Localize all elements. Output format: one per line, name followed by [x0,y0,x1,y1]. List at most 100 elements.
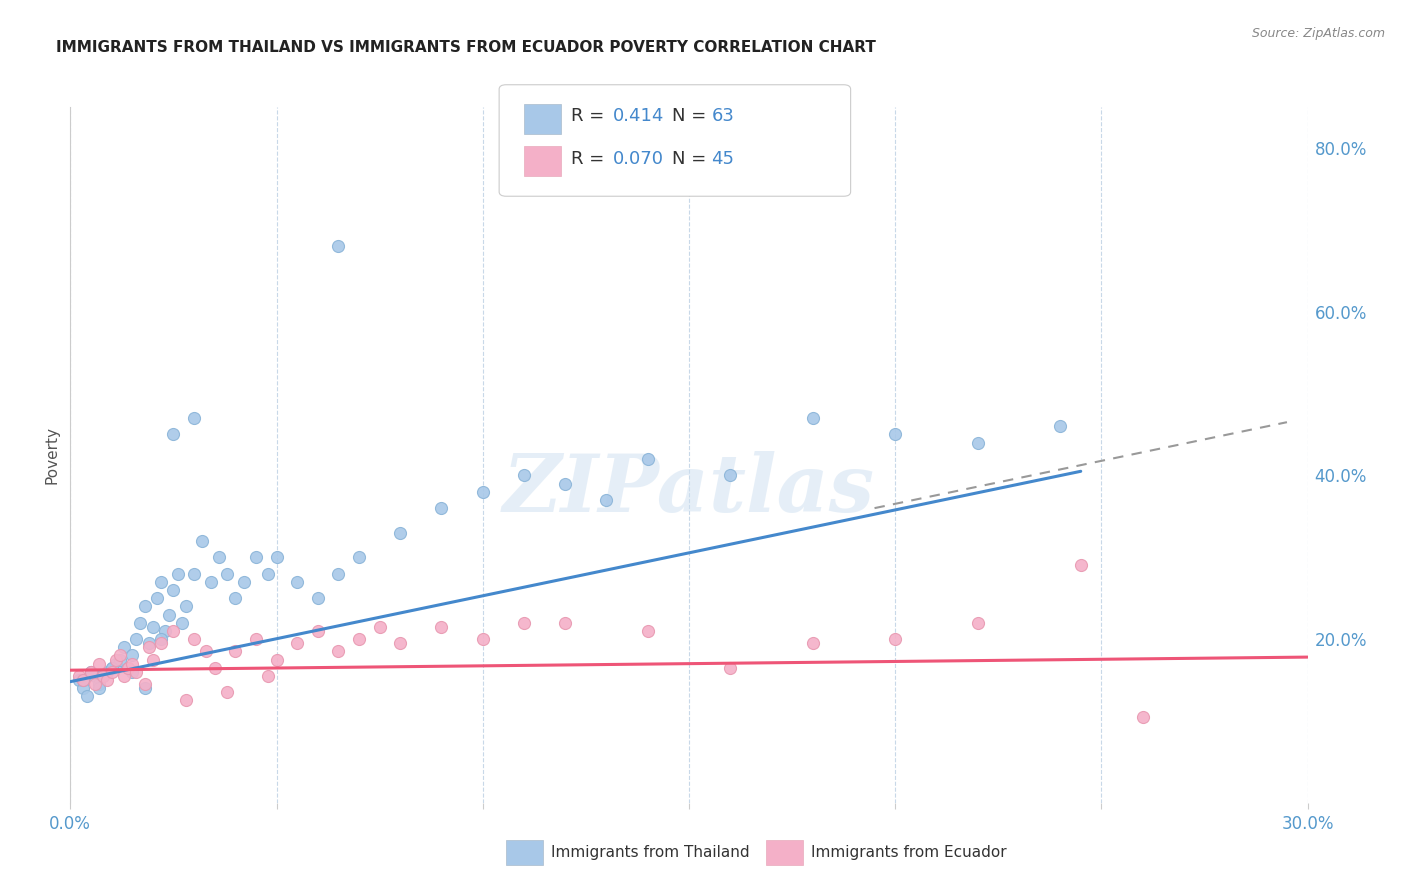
Point [100,661,122,675]
Point [108,652,131,666]
Point [328,239,350,253]
Point [100,661,122,675]
Point [72,673,94,687]
Point [328,644,350,658]
Point [108,648,131,663]
Point [72,681,94,696]
Point [554,615,576,630]
Point [328,566,350,581]
Point [166,566,188,581]
Point [200,574,222,589]
Point [347,550,370,565]
Point [245,550,267,565]
Point [80,665,103,679]
Point [104,652,127,666]
Point [134,677,156,691]
Point [121,648,143,663]
Point [150,632,173,646]
Point [84,669,107,683]
Text: N =: N = [672,150,711,168]
Point [89,657,111,671]
Point [389,525,412,540]
Y-axis label: Poverty: Poverty [44,425,59,484]
Text: Immigrants from Thailand: Immigrants from Thailand [551,846,749,860]
Point [121,657,143,671]
Text: Source: ZipAtlas.com: Source: ZipAtlas.com [1251,27,1385,40]
Point [89,677,111,691]
Point [146,591,169,606]
Point [150,636,173,650]
Point [170,615,193,630]
Point [554,476,576,491]
Point [91,669,114,683]
Point [104,657,127,671]
Text: ZIPatlas: ZIPatlas [503,451,875,528]
Point [112,640,135,655]
Point [801,636,824,650]
Point [513,468,536,483]
Point [215,685,238,699]
Point [191,533,214,548]
Point [595,492,617,507]
Point [430,501,453,516]
Point [285,574,308,589]
Point [134,599,156,614]
Point [307,624,329,638]
Point [174,693,197,707]
Point [215,566,238,581]
Text: N =: N = [672,107,711,125]
Point [204,661,226,675]
Point [266,652,288,666]
Point [368,620,391,634]
Point [1132,710,1154,724]
Text: 0.070: 0.070 [613,150,664,168]
Text: 45: 45 [711,150,734,168]
Point [183,566,205,581]
Text: R =: R = [571,107,610,125]
Point [91,669,114,683]
Point [121,665,143,679]
Point [162,624,184,638]
Point [157,607,180,622]
Point [138,636,160,650]
Point [347,632,370,646]
Point [142,652,165,666]
Point [257,669,280,683]
Point [718,661,741,675]
Point [72,673,94,687]
Point [80,665,103,679]
Point [100,665,122,679]
Point [389,636,412,650]
Point [1049,419,1071,434]
Point [67,673,90,687]
Point [153,624,176,638]
Point [138,640,160,655]
Point [96,673,118,687]
Point [884,427,907,442]
Point [76,690,98,704]
Point [96,665,118,679]
Point [183,632,205,646]
Point [471,484,494,499]
Point [430,620,453,634]
Point [195,644,218,658]
Point [162,582,184,597]
Point [89,681,111,696]
Point [718,468,741,483]
Point [266,550,288,565]
Point [801,411,824,425]
Point [285,636,308,650]
Point [125,632,148,646]
Point [183,411,205,425]
Point [224,591,246,606]
Point [637,452,659,467]
Point [1070,558,1092,573]
Point [125,665,148,679]
Point [307,591,329,606]
Point [637,624,659,638]
Point [208,550,231,565]
Point [884,632,907,646]
Text: IMMIGRANTS FROM THAILAND VS IMMIGRANTS FROM ECUADOR POVERTY CORRELATION CHART: IMMIGRANTS FROM THAILAND VS IMMIGRANTS F… [56,40,876,55]
Point [513,615,536,630]
Point [129,615,152,630]
